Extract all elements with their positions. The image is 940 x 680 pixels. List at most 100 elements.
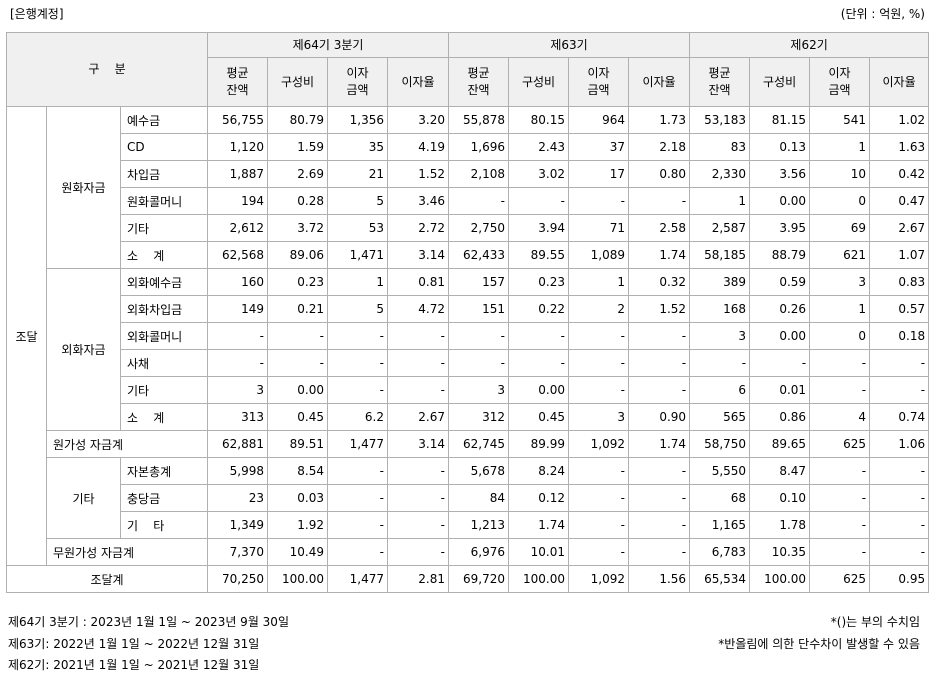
value-cell: - [869,484,930,512]
value-cell: 1 [568,268,630,296]
value-cell: 0.59 [749,268,811,296]
table-row: 차입금 1,887 2.69 21 1.52 2,108 3.02 17 0.80 2,330 3.… [7,160,930,188]
value-cell: 0.57 [869,295,930,323]
row-label: 무원가성 자금계 [46,538,208,566]
value-cell: - [809,538,871,566]
funding-table: 구 분 제64기 3분기 제63기 제62기 평균 잔액 구성비 이자 금액 이자율 평… [6,32,930,593]
row-label: 사채 [120,349,208,377]
value-cell: 88.79 [749,241,811,269]
row-label: 자본총계 [120,457,208,485]
value-cell: 5 [327,295,388,323]
header-col-2: 이자 금액 [568,57,630,107]
header-col-1: 구성비 [267,57,328,107]
value-cell: - [448,322,510,350]
value-cell: 1.74 [628,241,691,269]
value-cell: 3.46 [386,187,450,215]
table-row: 외화콜머니 - - - - - - - -3 0.00 0 0.18 [7,322,930,350]
value-cell: - [207,322,268,350]
value-cell: - [568,511,630,539]
value-cell: - [327,322,388,350]
value-cell: 7,370 [207,538,268,566]
value-cell: - [568,349,630,377]
value-cell: 157 [448,268,510,296]
value-cell: 0.74 [869,403,930,431]
value-cell: - [869,349,930,377]
value-cell: 1.74 [628,430,691,458]
value-cell: 80.15 [508,106,570,134]
value-cell: - [386,538,450,566]
value-cell: 194 [207,187,268,215]
value-cell: - [628,187,691,215]
value-cell: - [628,484,691,512]
value-cell: 2 [568,295,630,323]
value-cell: 1.06 [869,430,930,458]
header-period-63: 제63기 [448,32,691,58]
value-cell: 0.18 [869,322,930,350]
value-cell: 964 [568,106,630,134]
value-cell: 565 [689,403,751,431]
value-cell: 10.49 [267,538,328,566]
value-cell: 80.79 [267,106,328,134]
value-cell: 10.35 [749,538,811,566]
value-cell: 6,976 [448,538,510,566]
header-col-0: 평균 잔액 [448,57,510,107]
value-cell: 2.72 [386,214,450,242]
value-cell: 0.81 [386,268,450,296]
value-cell: 89.51 [267,430,328,458]
value-cell: - [568,538,630,566]
value-cell: - [628,376,691,404]
header-category: 구 분 [6,32,208,107]
row-label: 기타 [120,214,208,242]
value-cell: 0.00 [749,187,811,215]
value-cell: 0.00 [267,376,328,404]
value-cell: 4 [809,403,871,431]
table-row: 소 계 62,568 89.06 1,471 3.14 62,433 89.55 1,089 1… [7,241,930,269]
table-row: 소 계 313 0.45 6.2 2.67 312 0.45 3 0.90 565 0.86 4 0.7… [7,403,930,431]
table-row: 기타 3 0.00- -3 0.00- -6 0.01- - [7,376,930,404]
value-cell: 0.13 [749,133,811,161]
table-row: CD 1,120 1.59 35 4.19 1,696 2.43 37 2.18 83 0.13 1 1… [7,133,930,161]
header-col-2: 이자 금액 [809,57,871,107]
value-cell: 0.23 [267,268,328,296]
value-cell: 53 [327,214,388,242]
value-cell: 3.94 [508,214,570,242]
value-cell: - [809,376,871,404]
value-cell: - [869,511,930,539]
value-cell: 62,745 [448,430,510,458]
unit-label: (단위 : 억원, %) [840,7,925,21]
value-cell: 1 [689,187,751,215]
value-cell: 0.95 [869,565,930,593]
value-cell: 0.23 [508,268,570,296]
value-cell: - [327,484,388,512]
value-cell: 1.74 [508,511,570,539]
value-cell: 68 [689,484,751,512]
value-cell: 312 [448,403,510,431]
value-cell: 37 [568,133,630,161]
value-cell: 58,750 [689,430,751,458]
row-label: 외화차입금 [120,295,208,323]
header-col-0: 평균 잔액 [689,57,751,107]
note-negative: *()는 부의 수치임 [830,615,920,629]
row-label: 소 계 [120,241,208,269]
value-cell: 0.12 [508,484,570,512]
value-cell: 65,534 [689,565,751,593]
group-funding: 조달 [6,106,47,566]
value-cell: 3 [448,376,510,404]
value-cell: 541 [809,106,871,134]
value-cell: - [809,457,871,485]
value-cell: 160 [207,268,268,296]
table-row: 충당금 23 0.03- -84 0.12- -68 0.10- - [7,484,930,512]
value-cell: - [749,349,811,377]
value-cell: 149 [207,295,268,323]
value-cell: 6.2 [327,403,388,431]
value-cell: - [628,538,691,566]
value-cell: - [327,538,388,566]
value-cell: 1.73 [628,106,691,134]
value-cell: - [628,457,691,485]
value-cell: 1.63 [869,133,930,161]
table-row: 무원가성 자금계 7,370 10.49- -6,976 10.01- -6,783 10.… [7,538,930,566]
value-cell: 1.52 [386,160,450,188]
value-cell: 89.65 [749,430,811,458]
value-cell: 89.06 [267,241,328,269]
value-cell: - [568,187,630,215]
